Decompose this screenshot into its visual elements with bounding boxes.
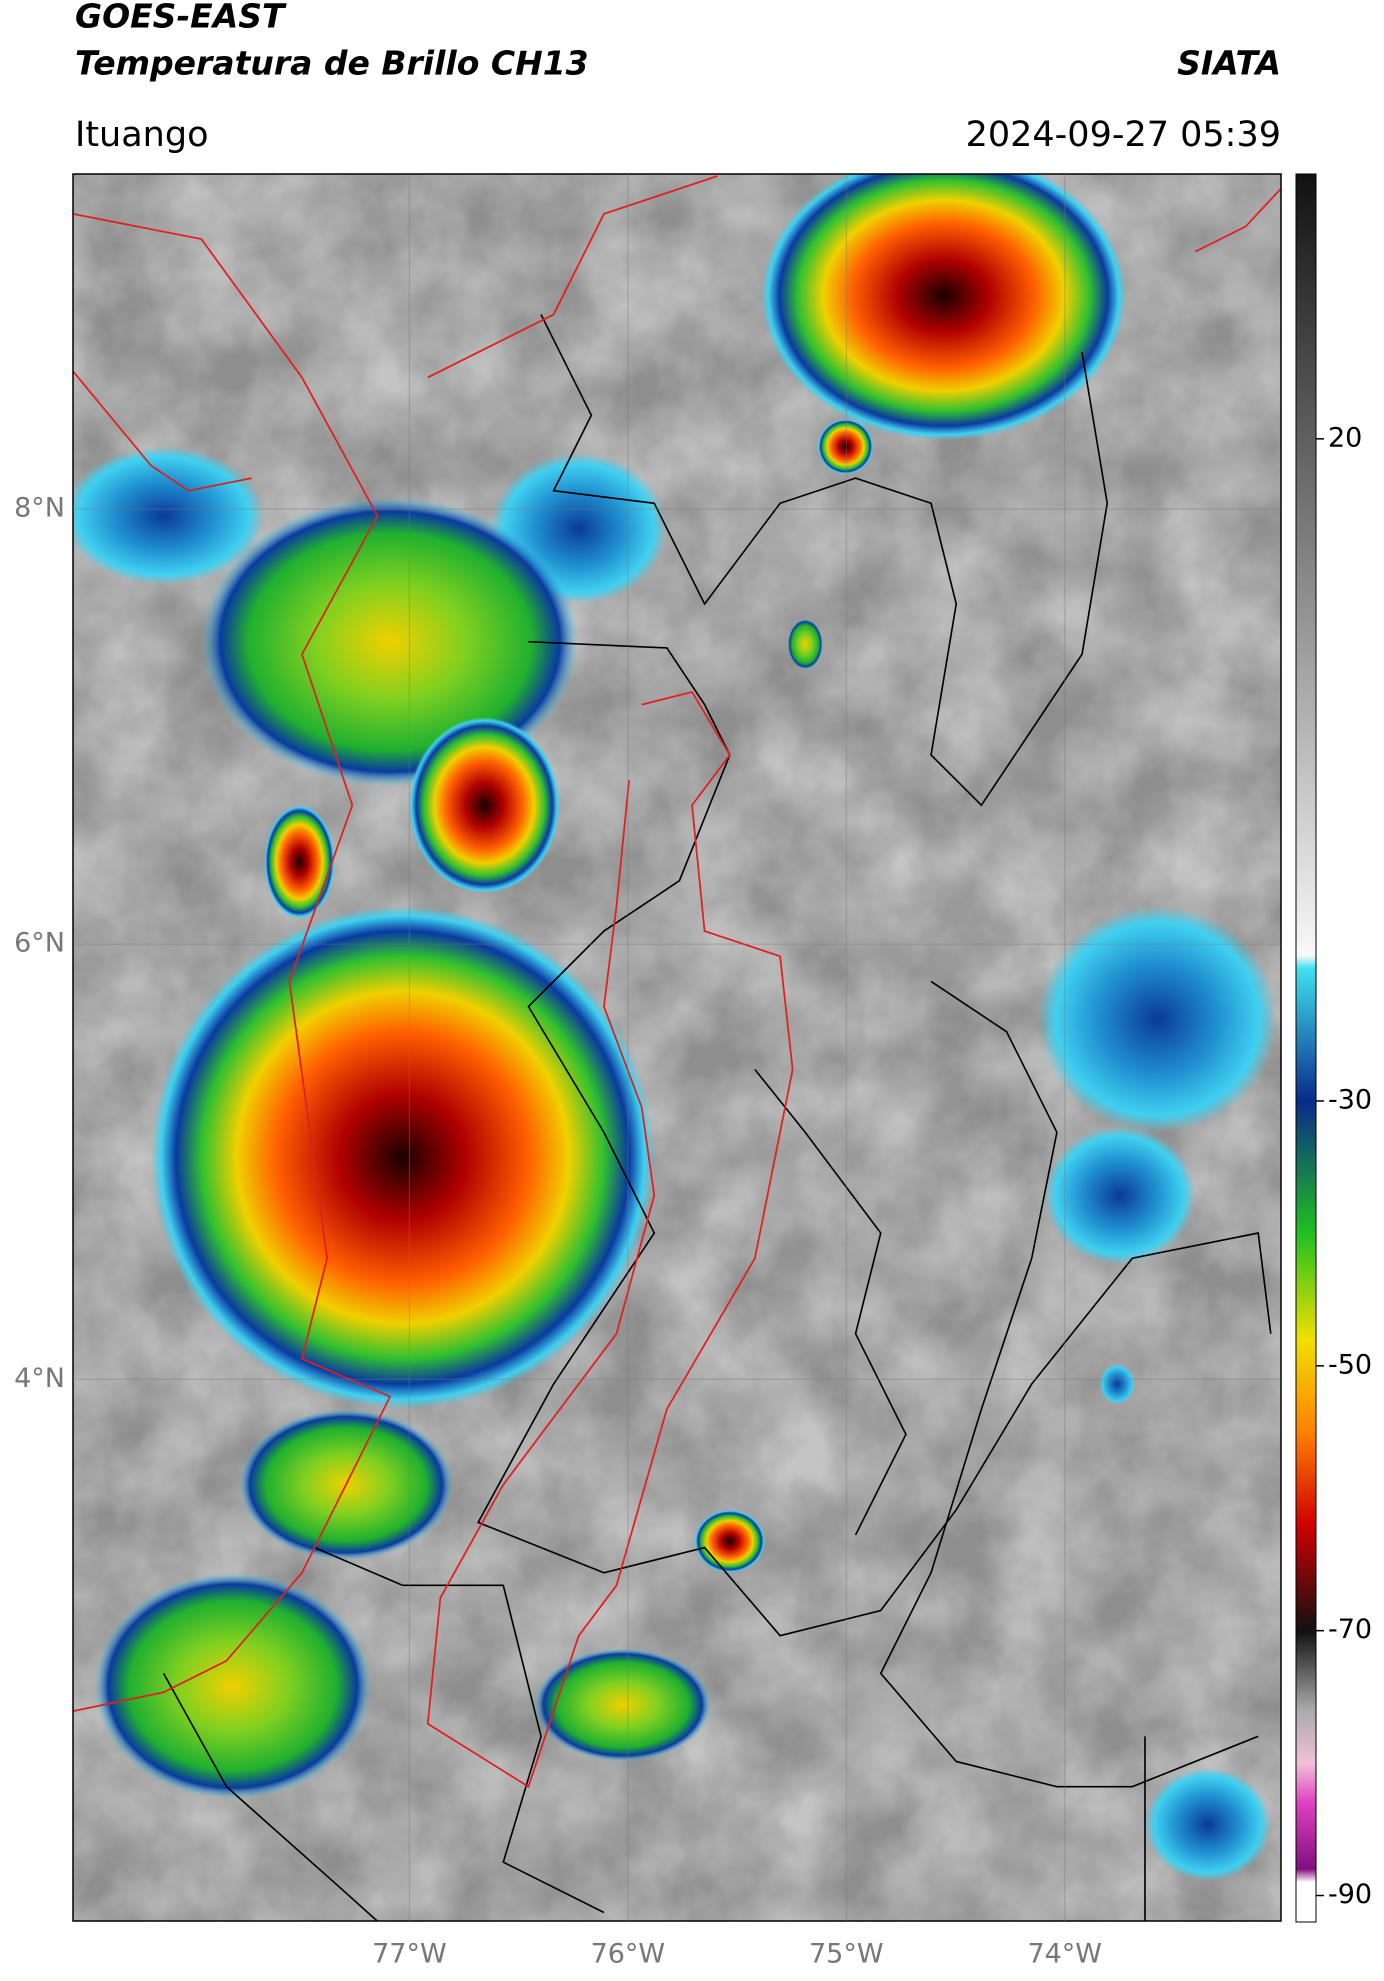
x-tick-label: 75°W [809, 1939, 884, 1970]
colorbar-tick-label: -50 [1328, 1349, 1372, 1380]
x-tick-label: 76°W [591, 1939, 666, 1970]
subtitle: Temperatura de Brillo CH13 [75, 44, 589, 83]
y-tick-label: 6°N [14, 928, 65, 959]
x-tick-label: 77°W [372, 1939, 447, 1970]
region: Ituango [75, 115, 209, 155]
datetime: 2024-09-27 05:39 [966, 115, 1281, 155]
colorbar-tick-label: -70 [1328, 1614, 1372, 1645]
map-frame [72, 173, 1282, 1922]
satellite-image [73, 174, 1281, 1921]
title: GOES-EAST [75, 0, 287, 36]
colorbar [1295, 173, 1317, 1923]
x-tick-label: 74°W [1027, 1939, 1102, 1970]
y-tick-label: 8°N [14, 493, 65, 524]
colorbar-tick-label: -30 [1328, 1084, 1372, 1115]
colorbar-tick-label: 20 [1328, 422, 1362, 453]
source: SIATA [1177, 44, 1281, 83]
colorbar-tick-label: -90 [1328, 1879, 1372, 1910]
y-tick-label: 4°N [14, 1363, 65, 1394]
